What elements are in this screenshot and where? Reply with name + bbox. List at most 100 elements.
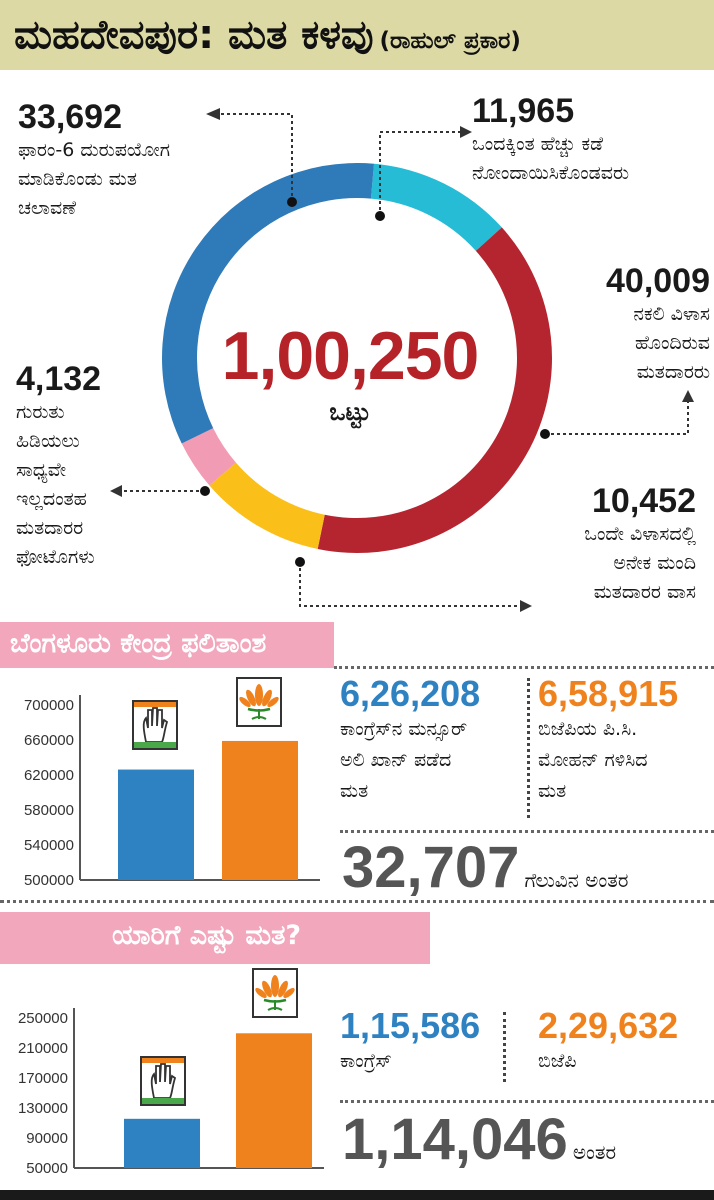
section1-bjp-label-1: ಬಿಜೆಪಿಯ ಪಿ.ಸಿ. — [538, 718, 638, 740]
y-tick-label: 130000 — [18, 1100, 68, 1117]
section2-congress-value: 1,15,586 — [340, 1005, 481, 1046]
leader-line-same — [299, 562, 522, 607]
text-fake-1: ನಕಲಿ ವಿಳಾಸ — [633, 303, 710, 325]
y-tick-label: 580000 — [24, 802, 74, 819]
donut-segment-fake — [317, 227, 552, 553]
donut-total-label: ಒಟ್ಟು — [329, 398, 371, 426]
bjp-lotus-logo-icon — [236, 677, 282, 727]
leader-line-fake — [545, 400, 689, 435]
leader-line-multi — [379, 131, 462, 216]
section1-congress-label-1: ಕಾಂಗ್ರೆಸ್‌ನ ಮನ್ಸೂರ್ — [340, 718, 468, 740]
text-multi-2: ನೋಂದಾಯಿಸಿಕೊಂಡವರು — [472, 162, 630, 184]
donut-segments — [161, 163, 552, 553]
y-tick-label: 700000 — [24, 697, 74, 714]
section1-bars: 500000 540000 580000 620000 660000 700000 — [24, 695, 320, 889]
section1-margin: 32,707 ಗೆಲುವಿನ ಅಂತರ — [342, 838, 628, 898]
section-separator — [0, 900, 714, 903]
section2-stat-hdivider — [340, 1100, 714, 1103]
section2-bjp-stat: 2,29,632 ಬಿಜೆಪಿ — [538, 1006, 714, 1077]
value-multi: 11,965 — [472, 92, 575, 130]
value-photo: 4,132 — [16, 360, 102, 398]
section1-title: ಬೆಂಗಳೂರು ಕೇಂದ್ರ ಫಲಿತಾಂಶ — [10, 628, 267, 659]
section1-bjp-label-3: ಮತ — [538, 780, 567, 802]
text-photo-2: ಹಿಡಿಯಲು — [16, 430, 80, 452]
label-fake: 40,009 ನಕಲಿ ವಿಳಾಸ ಹೊಂದಿರುವ ಮತದಾರರು — [540, 262, 710, 387]
section1-stat-hdivider — [340, 830, 714, 833]
value-same: 10,452 — [592, 482, 696, 520]
title-bar — [0, 0, 714, 70]
y-tick-label: 540000 — [24, 837, 74, 854]
section1-margin-label: ಗೆಲುವಿನ ಅಂತರ — [524, 868, 629, 892]
section2-stat-divider — [503, 1012, 506, 1082]
page-title: ಮಹದೇವಪುರ: ಮತ ಕಳವು (ರಾಹುಲ್ ಪ್ರಕಾರ) — [14, 8, 521, 68]
text-same-1: ಒಂದೇ ವಿಳಾಸದಲ್ಲಿ — [584, 523, 696, 545]
section2-congress-stat: 1,15,586 ಕಾಂಗ್ರೆಸ್ — [340, 1006, 500, 1077]
section1-divider — [334, 666, 714, 669]
section1-stat-divider — [527, 678, 530, 818]
bar-bjp — [222, 740, 298, 880]
y-tick-label: 50000 — [26, 1160, 68, 1177]
section1-bjp-value: 6,58,915 — [538, 673, 679, 714]
arrow-fake — [682, 390, 694, 402]
donut-chart — [110, 108, 694, 612]
text-form6-3: ಚಲಾವಣೆ — [18, 197, 77, 219]
leader-dots — [200, 197, 550, 567]
bar-congress — [118, 769, 194, 880]
section2-margin-label: ಅಂತರ — [572, 1140, 617, 1164]
section1-bjp-label-2: ಮೋಹನ್ ಗಳಿಸಿದ — [538, 749, 648, 771]
section2-bar-chart: 50000 90000 130000 170000 210000 250000 — [18, 1008, 324, 1177]
y-tick-label: 660000 — [24, 732, 74, 749]
section1-bar-chart: 500000 540000 580000 620000 660000 700000 — [24, 695, 320, 889]
title-subtitle: (ರಾಹುಲ್ ಪ್ರಕಾರ) — [379, 28, 521, 54]
bar-bjp — [236, 1033, 312, 1168]
dot-same — [295, 557, 305, 567]
text-fake-3: ಮತದಾರರು — [636, 361, 710, 383]
section1-margin-value: 32,707 — [342, 835, 520, 900]
y-tick-label: 90000 — [26, 1130, 68, 1147]
bjp-lotus-logo-icon-2 — [252, 968, 298, 1018]
section1-congress-label-3: ಮತ — [340, 780, 369, 802]
label-same: 10,452 ಒಂದೇ ವಿಳಾಸದಲ್ಲಿ ಅನೇಕ ಮಂದಿ ಮತದಾರರ … — [500, 482, 696, 607]
arrow-form6 — [206, 108, 220, 120]
label-multi: 11,965 ಒಂದಕ್ಕಿಂತ ಹೆಚ್ಚು ಕಡೆ ನೋಂದಾಯಿಸಿಕೊಂ… — [472, 92, 712, 188]
text-photo-3: ಸಾಧ್ಯವೇ — [16, 459, 67, 481]
text-photo-5: ಮತದಾರರ — [16, 517, 84, 539]
section2-bars: 50000 90000 130000 170000 210000 250000 — [18, 1008, 324, 1177]
donut-segment-same — [209, 462, 325, 549]
dot-fake — [540, 429, 550, 439]
donut-segment-photo — [181, 428, 236, 486]
congress-logo-icon — [132, 700, 178, 750]
arrow-same — [520, 600, 532, 612]
arrow-multi — [460, 126, 472, 138]
donut-segment-multi — [370, 163, 502, 251]
text-same-2: ಅನೇಕ ಮಂದಿ — [613, 552, 696, 574]
text-form6-2: ಮಾಡಿಕೊಂಡು ಮತ — [18, 168, 137, 190]
section1-congress-stat: 6,26,208 ಕಾಂಗ್ರೆಸ್‌ನ ಮನ್ಸೂರ್ ಅಲಿ ಖಾನ್ ಪಡ… — [340, 674, 525, 807]
section2-margin: 1,14,046 ಅಂತರ — [342, 1110, 616, 1170]
y-tick-label: 170000 — [18, 1070, 68, 1087]
section2-title-bar — [0, 912, 430, 964]
dot-multi — [375, 211, 385, 221]
section2-margin-value: 1,14,046 — [342, 1107, 568, 1172]
leader-arrows — [110, 108, 694, 612]
label-photo: 4,132 ಗುರುತು ಹಿಡಿಯಲು ಸಾಧ್ಯವೇ ಇಲ್ಲದಂತಹ ಮತ… — [16, 360, 136, 572]
y-tick-label: 250000 — [18, 1010, 68, 1027]
text-photo-1: ಗುರುತು — [16, 401, 65, 423]
section1-title-bar — [0, 622, 334, 668]
y-tick-label: 500000 — [24, 872, 74, 889]
text-form6-1: ಫಾರಂ-6 ದುರುಪಯೋಗ — [18, 139, 171, 161]
section1-congress-label-2: ಅಲಿ ಖಾನ್ ಪಡೆದ — [340, 749, 452, 771]
text-fake-2: ಹೊಂದಿರುವ — [634, 332, 710, 354]
y-tick-label: 620000 — [24, 767, 74, 784]
text-same-3: ಮತದಾರರ ವಾಸ — [593, 581, 696, 603]
text-multi-1: ಒಂದಕ್ಕಿಂತ ಹೆಚ್ಚು ಕಡೆ — [472, 133, 603, 155]
section2-congress-label: ಕಾಂಗ್ರೆಸ್ — [340, 1050, 392, 1072]
y-tick-label: 210000 — [18, 1040, 68, 1057]
section2-bjp-value: 2,29,632 — [538, 1005, 679, 1046]
bar-congress — [124, 1118, 200, 1168]
donut-total: 1,00,250 — [221, 318, 480, 394]
value-fake: 40,009 — [606, 262, 710, 300]
dot-photo — [200, 486, 210, 496]
leader-lines — [120, 113, 689, 607]
value-form6: 33,692 — [18, 98, 122, 136]
